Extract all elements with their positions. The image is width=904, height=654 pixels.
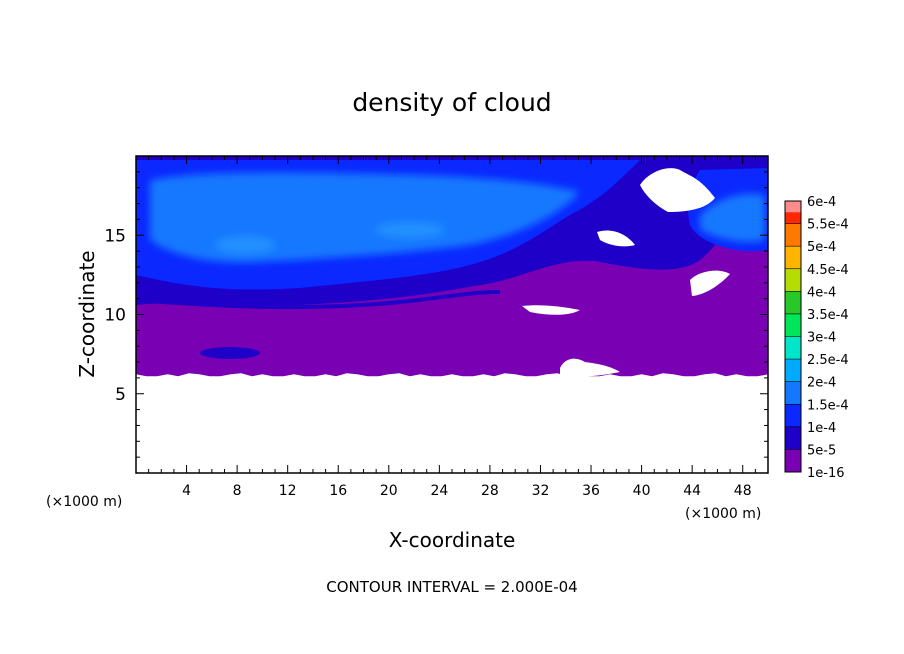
y-tick-label: 5	[115, 385, 126, 405]
colorbar-swatch	[785, 291, 801, 314]
x-tick-label: 24	[430, 483, 448, 499]
x-tick-label: 20	[380, 483, 398, 499]
field-boundary-band	[136, 290, 501, 310]
x-tick-label: 28	[481, 483, 499, 499]
colorbar-label: 5e-4	[807, 240, 836, 255]
x-axis-title: X-coordinate	[389, 528, 516, 552]
colorbar-label: 5.5e-4	[807, 218, 849, 233]
x-tick-label: 8	[233, 483, 242, 499]
colorbar-swatch	[785, 359, 801, 382]
colorbar: 1e-16 5e-5 1e-4 1.5e-4 2e-4 2.5e-4 3e-4 3.5e-4 4…	[784, 195, 849, 481]
colorbar-swatch	[785, 246, 801, 269]
field-patch-1	[215, 236, 275, 254]
colorbar-swatch	[785, 336, 801, 360]
y-axis-title: Z-coordinate	[75, 250, 99, 377]
colorbar-swatch	[785, 313, 801, 337]
colorbar-swatch	[785, 268, 801, 292]
colorbar-label: 1e-4	[807, 421, 836, 436]
z-unit-label: (×1000 m)	[46, 494, 122, 510]
colorbar-swatch	[785, 449, 801, 472]
colorbar-label: 6e-4	[807, 195, 836, 210]
x-tick-label: 4	[182, 483, 191, 499]
colorbar-swatch	[785, 404, 801, 427]
colorbar-label: 3.5e-4	[807, 308, 849, 323]
chart-title: density of cloud	[352, 88, 551, 117]
colorbar-swatch	[785, 381, 801, 405]
y-tick-label: 15	[104, 226, 126, 246]
colorbar-label: 4.5e-4	[807, 263, 849, 278]
ground-region	[136, 373, 768, 473]
x-axis: 4 8 12 16 20 24 28 32 36 40 44 48	[148, 156, 756, 499]
no-data-patch-1	[640, 168, 715, 212]
colorbar-swatch	[785, 223, 801, 247]
x-tick-label: 48	[734, 483, 752, 499]
y-tick-label: 10	[104, 306, 126, 326]
colorbar-swatch	[785, 426, 801, 450]
colorbar-label: 3e-4	[807, 331, 836, 346]
x-tick-label: 44	[683, 483, 701, 499]
no-data-patch-2	[597, 230, 635, 247]
x-tick-label: 40	[633, 483, 651, 499]
contour-interval-label: CONTOUR INTERVAL = 2.000E-04	[326, 578, 577, 596]
density-field	[136, 156, 768, 473]
no-data-patch-4	[690, 270, 730, 296]
field-dark-feature	[200, 347, 260, 359]
field-patch-2	[375, 222, 445, 238]
colorbar-swatch-top	[785, 201, 801, 213]
colorbar-label: 2.5e-4	[807, 353, 849, 368]
x-tick-label: 16	[329, 483, 347, 499]
x-unit-label: (×1000 m)	[685, 506, 761, 522]
colorbar-label: 1.5e-4	[807, 398, 849, 413]
y-axis: 5 10 15	[104, 171, 768, 458]
field-layer-1.5e-4-right	[700, 193, 765, 242]
x-tick-label: 36	[582, 483, 600, 499]
colorbar-label: 1e-16	[807, 466, 845, 481]
x-tick-label: 12	[279, 483, 297, 499]
x-tick-label: 32	[532, 483, 550, 499]
colorbar-label: 2e-4	[807, 376, 836, 391]
no-data-patch-3	[522, 305, 580, 315]
no-data-patch-5	[560, 358, 620, 377]
colorbar-label: 4e-4	[807, 285, 836, 300]
colorbar-label: 5e-5	[807, 443, 836, 458]
